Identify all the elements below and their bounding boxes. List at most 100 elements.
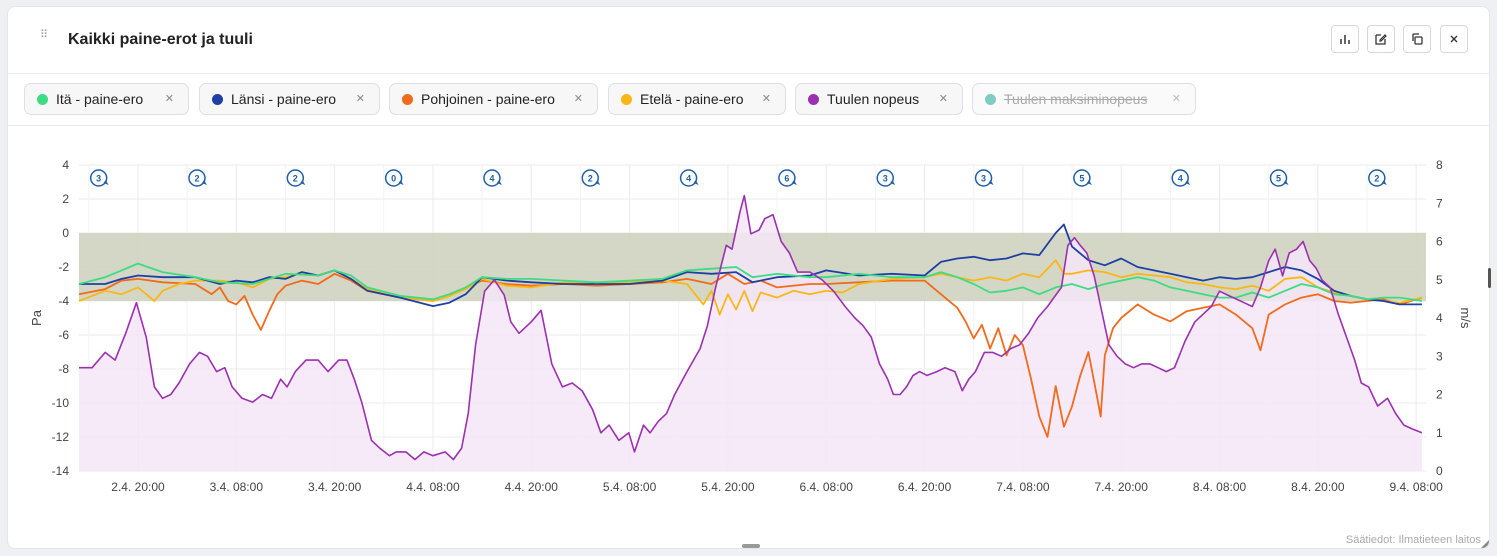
wind-direction-arrow: [398, 180, 404, 185]
drag-handle-icon[interactable]: ⠿: [40, 29, 50, 41]
copy-icon: [1412, 33, 1423, 45]
panel-header: ⠿ Kaikki paine-erot ja tuuli: [8, 7, 1489, 74]
close-icon: [1450, 35, 1458, 43]
x-tick-label: 8.4. 08:00: [1193, 480, 1247, 494]
scrollbar-thumb[interactable]: [1488, 268, 1491, 288]
y-left-axis-title: Pa: [29, 309, 44, 326]
y-left-tick-label: -14: [52, 464, 70, 478]
y-right-tick-label: 6: [1436, 235, 1443, 249]
wind-speed-label: 5: [1276, 174, 1281, 184]
y-right-tick-label: 4: [1436, 311, 1443, 325]
wind-direction-arrow: [890, 180, 896, 185]
x-tick-label: 4.4. 08:00: [406, 480, 460, 494]
remove-icon[interactable]: ✕: [573, 93, 583, 105]
bar-chart-icon: [1340, 35, 1350, 44]
y-left-tick-label: -12: [52, 430, 70, 444]
edit-button[interactable]: [1367, 25, 1395, 53]
x-tick-label: 4.4. 20:00: [505, 480, 559, 494]
wind-speed-label: 3: [96, 174, 101, 184]
wind-direction-marker: [1171, 169, 1189, 187]
series-color-dot: [37, 93, 48, 105]
legend-label: Tuulen maksiminopeus: [1004, 91, 1148, 107]
wind-speed-label: 4: [686, 174, 691, 184]
x-tick-label: 6.4. 08:00: [800, 480, 854, 494]
corner-resize-icon[interactable]: [1481, 540, 1489, 548]
y-left-tick-label: -10: [52, 396, 70, 410]
wind-direction-marker: [286, 169, 305, 187]
chart-panel: ⠿ Kaikki paine-erot ja tuuli Itä - paine…: [7, 6, 1490, 549]
remove-icon[interactable]: ✕: [355, 93, 365, 105]
legend-label: Länsi - paine-ero: [231, 91, 337, 107]
series-line-ita: [78, 262, 1423, 302]
legend-label: Itä - paine-ero: [56, 91, 144, 107]
wind-speed-label: 6: [784, 174, 789, 184]
y-left-tick-label: -6: [58, 328, 69, 342]
wind-direction-arrow: [201, 180, 207, 185]
x-tick-label: 7.4. 08:00: [996, 480, 1050, 494]
remove-icon[interactable]: ✕: [1171, 93, 1181, 105]
y-right-axis-title: m/s: [1458, 308, 1473, 329]
wind-direction-arrow: [693, 180, 699, 185]
pressure-wind-chart[interactable]: 4 2 0 -2 -4 -6 -8 -10 -12 -14 8 7 6 5 4 3 2 1 0 2.4. 20:00 3…: [8, 125, 1490, 525]
y-left-tick-label: 4: [62, 158, 69, 172]
x-tick-label: 7.4. 20:00: [1095, 480, 1149, 494]
legend-label: Pohjoinen - paine-ero: [421, 91, 555, 107]
series-line-lansi: [79, 223, 1422, 307]
y-left-tick-label: 0: [62, 226, 69, 240]
y-right-tick-label: 7: [1436, 196, 1443, 210]
y-left-tick-label: -4: [58, 294, 69, 308]
wind-direction-marker: [581, 169, 600, 187]
x-tick-label: 5.4. 20:00: [701, 480, 755, 494]
legend-chip-tuulen-nopeus[interactable]: Tuulen nopeus ✕: [795, 83, 963, 115]
panel-title: Kaikki paine-erot ja tuuli: [68, 31, 253, 48]
wind-direction-marker: [89, 169, 108, 187]
wind-direction-marker: [1073, 169, 1091, 187]
x-tick-label: 5.4. 08:00: [603, 480, 657, 494]
edit-icon: [1375, 34, 1387, 45]
wind-direction-marker: [384, 169, 403, 187]
y-left-tick-label: -8: [58, 362, 69, 376]
legend-chip-tuulen-maksiminopeus[interactable]: Tuulen maksiminopeus ✕: [972, 83, 1196, 115]
y-right-tick-label: 5: [1436, 273, 1443, 287]
wind-direction-marker: [876, 169, 894, 187]
data-source-credit: Säätiedot: Ilmatieteen laitos: [1345, 534, 1481, 546]
series-color-dot: [402, 93, 413, 105]
y-left-tick-label: -2: [58, 260, 69, 274]
x-tick-label: 8.4. 20:00: [1291, 480, 1345, 494]
wind-speed-label: 5: [1079, 174, 1084, 184]
chart-type-button[interactable]: [1331, 25, 1359, 53]
wind-direction-arrow: [103, 180, 109, 185]
wind-speed-label: 2: [1374, 174, 1379, 184]
legend-bar: Itä - paine-ero ✕ Länsi - paine-ero ✕ Po…: [8, 73, 1489, 126]
wind-speed-label: 0: [391, 174, 396, 184]
y-right-tick-label: 3: [1436, 349, 1443, 363]
y-right-tick-label: 0: [1436, 464, 1443, 478]
wind-direction-marker: [679, 169, 698, 187]
wind-direction-arrow: [300, 180, 306, 185]
wind-direction-arrow: [1381, 180, 1387, 185]
x-tick-label: 6.4. 20:00: [898, 480, 952, 494]
remove-icon[interactable]: ✕: [761, 93, 771, 105]
remove-icon[interactable]: ✕: [164, 93, 174, 105]
wind-speed-label: 4: [489, 174, 494, 184]
wind-direction-marker: [974, 169, 993, 187]
legend-chip-pohjoinen[interactable]: Pohjoinen - paine-ero ✕: [389, 83, 598, 115]
legend-label: Etelä - paine-ero: [640, 91, 744, 107]
series-color-dot: [212, 93, 223, 105]
y-right-tick-label: 1: [1436, 426, 1443, 440]
remove-icon[interactable]: ✕: [938, 93, 948, 105]
wind-direction-marker: [1368, 169, 1386, 187]
wind-direction-marker: [1269, 169, 1288, 187]
close-button[interactable]: [1440, 25, 1468, 53]
resize-handle[interactable]: [742, 544, 760, 548]
series-color-dot: [985, 93, 996, 105]
series-line-tuulen-nopeus: [79, 194, 1423, 461]
legend-chip-lansi[interactable]: Länsi - paine-ero ✕: [199, 83, 380, 115]
wind-direction-marker: [483, 169, 501, 187]
wind-area: [79, 195, 1422, 471]
legend-chip-ita[interactable]: Itä - paine-ero ✕: [24, 83, 189, 115]
wind-direction-arrow: [791, 180, 797, 185]
legend-chip-etela[interactable]: Etelä - paine-ero ✕: [608, 83, 786, 115]
y-left-tick-label: 2: [62, 192, 69, 206]
duplicate-button[interactable]: [1403, 25, 1431, 53]
